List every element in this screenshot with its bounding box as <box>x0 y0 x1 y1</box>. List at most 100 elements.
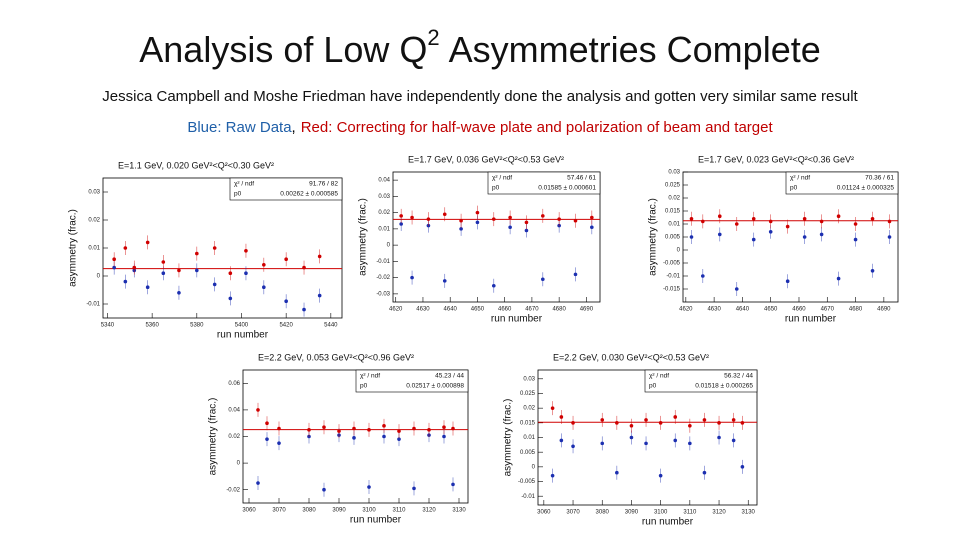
x-tick-label: 3100 <box>362 508 376 514</box>
y-tick-label: -0.005 <box>518 479 536 485</box>
data-point <box>590 215 594 220</box>
x-axis-label: run number <box>491 314 543 325</box>
data-point <box>112 265 116 270</box>
data-point <box>410 215 414 220</box>
data-point <box>195 268 199 273</box>
data-point <box>740 465 745 469</box>
stats-box <box>355 369 469 393</box>
note-part: Blue: Raw Data <box>187 119 292 136</box>
data-point <box>689 217 694 221</box>
data-point <box>688 441 692 446</box>
y-tick-label: 0.025 <box>665 183 681 189</box>
data-point <box>508 215 512 220</box>
data-point <box>615 470 619 475</box>
x-tick-label: 4630 <box>707 307 721 313</box>
data-point <box>701 219 705 224</box>
y-tick-label: -0.02 <box>376 275 390 281</box>
stats-box <box>229 177 343 201</box>
stats-label: χ² / ndf <box>360 373 380 380</box>
data-point <box>145 240 150 245</box>
x-tick-label: 3130 <box>452 508 466 514</box>
stats-label: χ² / ndf <box>790 175 810 182</box>
y-tick-label: 0.06 <box>228 381 240 387</box>
data-point <box>244 249 248 253</box>
data-point <box>322 425 326 429</box>
data-point <box>688 423 692 428</box>
y-tick-label: 0.01 <box>668 222 680 228</box>
data-point <box>819 232 824 237</box>
y-tick-label: 0.03 <box>88 190 100 196</box>
data-point <box>112 257 116 262</box>
data-point <box>459 218 463 223</box>
data-point <box>451 426 455 431</box>
data-point <box>475 220 480 225</box>
x-tick-label: 4680 <box>849 307 863 313</box>
data-point <box>145 285 150 290</box>
data-point <box>768 230 773 234</box>
slide-title: Analysis of Low Q2 Asymmetries Complete <box>139 25 820 70</box>
y-axis-label: asymmetry (frac.) <box>68 209 79 287</box>
y-tick-label: 0.01 <box>378 226 390 232</box>
data-point <box>442 434 446 439</box>
x-tick-label: 4670 <box>525 307 539 313</box>
stats-label: p0 <box>649 383 657 390</box>
data-point <box>853 222 858 226</box>
data-point <box>785 279 790 284</box>
data-point <box>751 237 756 242</box>
stats-label: χ² / ndf <box>492 175 512 182</box>
data-point <box>550 473 555 478</box>
data-point <box>265 437 269 441</box>
data-point <box>277 441 281 445</box>
data-point <box>382 424 386 428</box>
x-tick-label: 4670 <box>821 307 835 313</box>
data-point <box>244 271 248 276</box>
stats-value: 0.01124 ± 0.000325 <box>837 185 895 192</box>
data-point <box>734 287 739 291</box>
x-tick-label: 4650 <box>471 307 485 313</box>
stats-label: χ² / ndf <box>234 181 254 188</box>
y-axis-label: asymmetry (frac.) <box>503 399 514 477</box>
plot-frame <box>102 177 343 319</box>
data-point <box>731 438 736 443</box>
x-axis-label: run number <box>785 314 837 325</box>
data-point <box>717 435 721 440</box>
x-tick-label: 3070 <box>272 508 286 514</box>
y-tick-label: 0.02 <box>378 210 390 216</box>
data-point <box>491 283 496 288</box>
data-point <box>302 307 306 312</box>
data-point <box>277 426 281 431</box>
x-tick-label: 3080 <box>302 508 316 514</box>
y-tick-label: -0.01 <box>521 494 535 500</box>
x-tick-label: 3060 <box>537 510 551 516</box>
data-point <box>412 426 416 431</box>
y-tick-label: -0.01 <box>86 302 100 308</box>
data-point <box>412 486 416 491</box>
data-point <box>573 218 578 223</box>
x-tick-label: 3070 <box>566 510 580 516</box>
x-axis-label: run number <box>642 517 694 528</box>
data-point <box>256 408 260 412</box>
data-point <box>337 429 341 433</box>
data-point <box>768 219 773 224</box>
stats-value: 91.76 / 82 <box>309 181 338 188</box>
y-tick-label: -0.02 <box>226 487 240 493</box>
data-point <box>459 227 463 231</box>
stats-label: χ² / ndf <box>649 373 669 380</box>
y-tick-label: -0.03 <box>376 291 390 297</box>
data-point <box>644 418 648 422</box>
data-point <box>284 299 288 304</box>
stats-value: 0.01585 ± 0.000601 <box>538 185 596 192</box>
data-point <box>802 235 807 239</box>
data-point <box>491 217 496 221</box>
data-point <box>802 217 807 221</box>
data-point <box>302 265 306 270</box>
data-point <box>442 212 447 217</box>
x-tick-label: 3080 <box>596 510 610 516</box>
x-tick-label: 4640 <box>444 307 458 313</box>
data-point <box>410 275 414 280</box>
data-point <box>307 428 311 432</box>
stats-box <box>785 171 899 195</box>
data-point <box>161 260 166 264</box>
data-point <box>702 470 707 475</box>
